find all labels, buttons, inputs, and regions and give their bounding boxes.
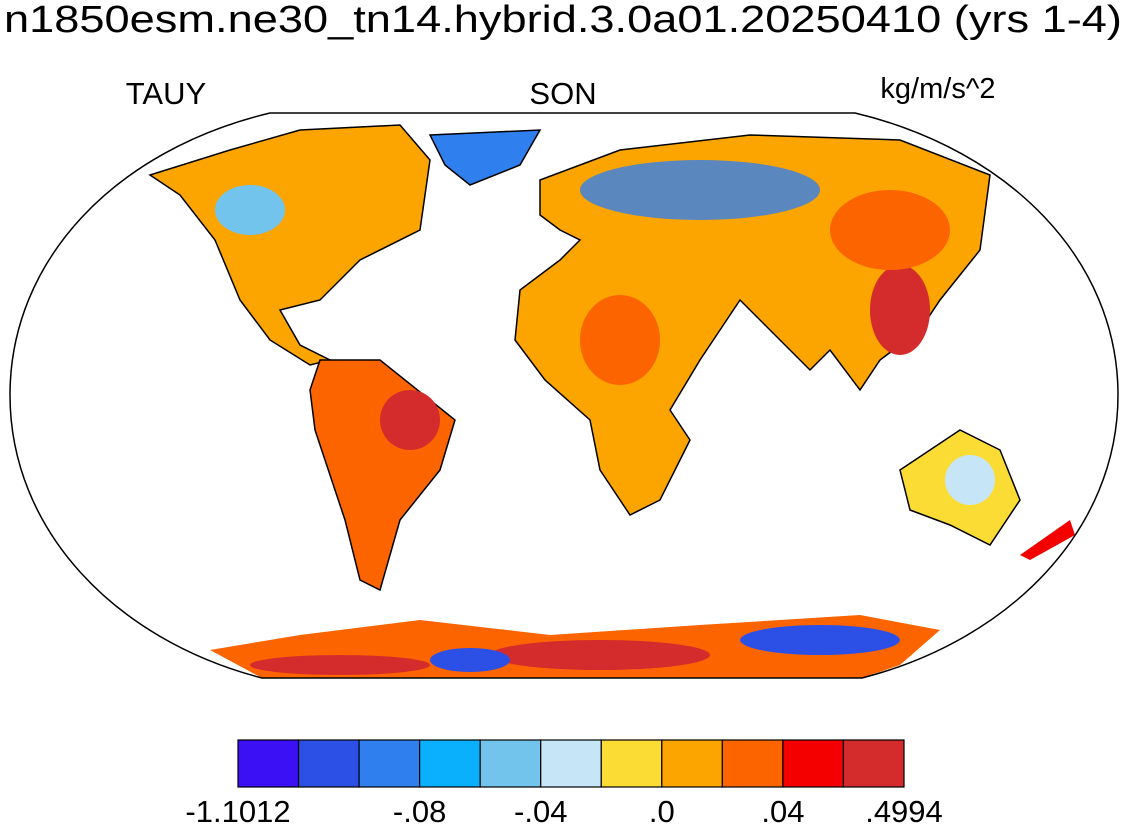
patch (430, 648, 510, 672)
colorbar-box (782, 739, 845, 788)
patch (580, 160, 820, 220)
variable-label: TAUY (126, 76, 206, 111)
title: n1850esm.ne30_tn14.hybrid.3.0a01.2025041… (4, 0, 1122, 41)
greenland (428, 129, 542, 186)
colorbar-label: -1.1012 (185, 794, 290, 829)
colorbar-box (237, 739, 300, 788)
colorbar-box (661, 739, 723, 788)
colorbar-box (842, 739, 905, 788)
colorbar-box (358, 739, 421, 788)
patch (870, 265, 930, 355)
colorbar: -1.1012 -.08 -.04 .0 .04 .4994 (185, 739, 943, 829)
patch (830, 190, 950, 270)
colorbar-box (600, 739, 663, 788)
colorbar-label: .0 (649, 794, 675, 829)
patch (740, 625, 900, 655)
south-america (309, 359, 456, 592)
patch (945, 455, 995, 505)
colorbar-label: .4994 (865, 794, 943, 829)
units-label: kg/m/s^2 (880, 73, 995, 105)
colorbar-box (297, 739, 360, 788)
colorbar-label: -.08 (393, 794, 446, 829)
patch (250, 655, 430, 675)
colorbar-label: .04 (761, 794, 804, 829)
colorbar-box (540, 739, 602, 788)
map (148, 124, 1075, 678)
north-america (148, 124, 431, 366)
colorbar-box (419, 739, 481, 788)
patch (215, 185, 285, 235)
season-label: SON (529, 76, 596, 111)
map-border (9, 112, 1119, 679)
new-zealand (1020, 520, 1075, 560)
colorbar-box (721, 739, 784, 788)
patch (580, 295, 660, 385)
colorbar-box (479, 739, 542, 788)
colorbar-label: -.04 (514, 794, 567, 829)
patch (490, 640, 710, 670)
patch (380, 390, 440, 450)
